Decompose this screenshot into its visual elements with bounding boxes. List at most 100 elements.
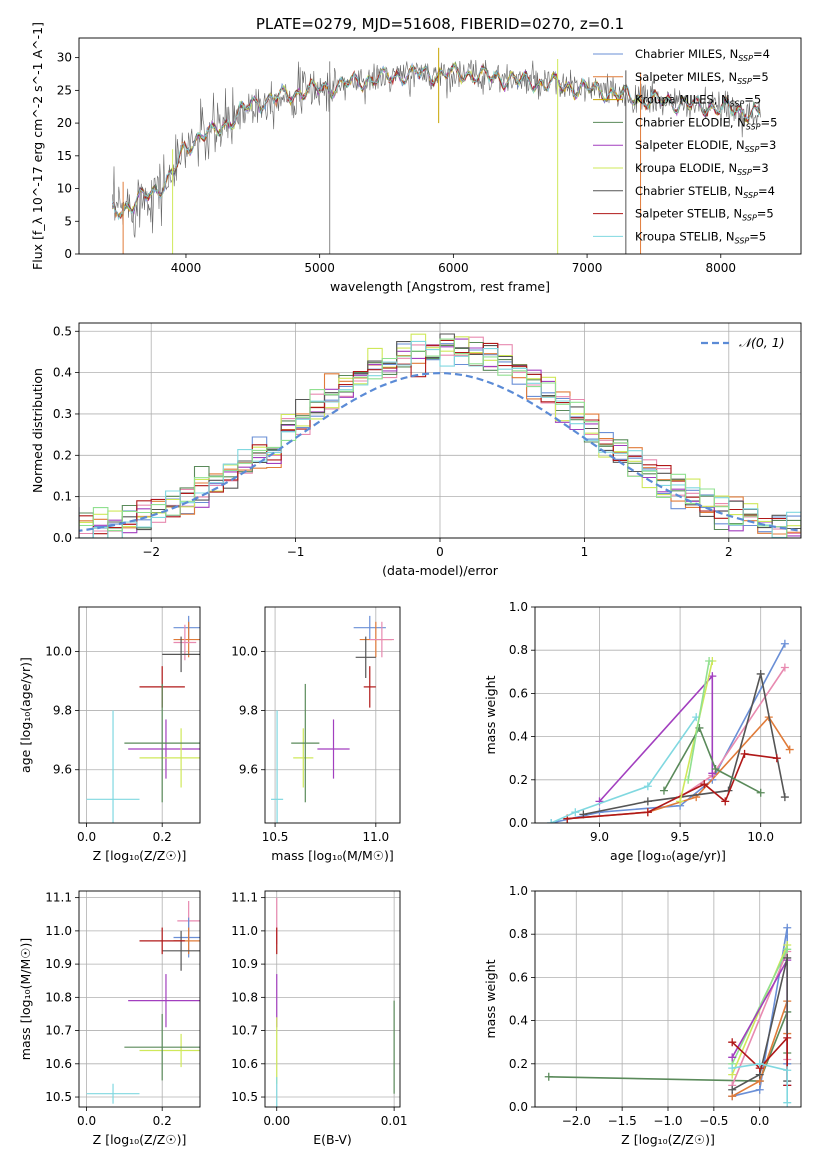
x-tick-label: 9.5: [671, 830, 690, 844]
errorbar-point: [355, 636, 376, 679]
legend-label-sub: SSP: [730, 100, 745, 109]
y-tick-label: 10.7: [45, 1024, 72, 1038]
weight-marker: [780, 639, 789, 648]
model-spectrum-line: [111, 64, 761, 221]
y-tick-label: 11.0: [231, 924, 258, 938]
weight-marker: [772, 754, 781, 763]
legend-label-suffix: =3: [759, 138, 776, 152]
errorbar-point: [271, 710, 284, 823]
y-tick-label: 0.2: [509, 1057, 528, 1071]
y-tick-label: 0.8: [509, 643, 528, 657]
y-tick-label: 20: [57, 116, 72, 130]
weight-marker: [544, 1072, 553, 1081]
y-tick-label: 15: [57, 149, 72, 163]
weight-marker: [780, 663, 789, 672]
panel-mass-weight-vs-Z: −2.0 −1.5 −1.0 −0.5 0.0 0.0 0.2 0.4 0.6 0.8 1.0 Z […: [483, 884, 802, 1147]
legend-label-suffix: =4: [753, 47, 770, 61]
normal-curve: [79, 371, 801, 532]
legend-label-suffix: =5: [752, 70, 769, 84]
errorbars: [276, 897, 395, 1107]
weight-marker: [783, 1098, 792, 1107]
x-tick-label: 0: [436, 545, 444, 559]
legend-label-main: Salpeter ELODIE, N: [635, 138, 745, 152]
y-tick-label: 0.4: [53, 366, 72, 380]
y-tick-label: 0.8: [509, 927, 528, 941]
x-tick-label: 10.0: [747, 830, 774, 844]
y-tick-label: 10.8: [231, 990, 258, 1004]
y-tick-label: 10.6: [231, 1057, 258, 1071]
weight-marker: [708, 769, 717, 778]
y-tick-label: 9.8: [53, 704, 72, 718]
weight-marker: [728, 1064, 737, 1073]
x-axis-label: Z [log₁₀(Z/Z☉)]: [93, 1132, 187, 1147]
plot-frame: [78, 606, 201, 824]
y-tick-label: 0.0: [53, 531, 72, 545]
legend-label-suffix: =4: [758, 184, 775, 198]
x-axis-label: age [log₁₀(age/yr)]: [610, 848, 726, 863]
errorbar-point: [291, 683, 320, 803]
y-tick-label: 10.8: [45, 990, 72, 1004]
weight-marker: [643, 797, 652, 806]
legend-label-sub: SSP: [743, 191, 758, 200]
legend-label-sub: SSP: [746, 122, 761, 131]
x-tick-label: −2.0: [562, 1114, 591, 1128]
x-tick-label: 0.01: [381, 1114, 408, 1128]
x-tick-label: 0.0: [750, 1114, 769, 1128]
panel-mass-vs-Z: 0.0 0.2 10.5 10.6 10.7 10.8 10.9 11.0 11.1 Z [log…: [18, 890, 201, 1147]
legend-label: Kroupa STELIB, NSSP=5: [635, 229, 766, 245]
figure-title: PLATE=0279, MJD=51608, FIBERID=0270, z=0…: [256, 15, 624, 33]
weight-series-line: [731, 948, 788, 1065]
legend-label-sub: SSP: [745, 145, 760, 154]
x-tick-label: 0.0: [77, 830, 96, 844]
weight-marker: [783, 923, 792, 932]
y-tick-label: 11.0: [45, 924, 72, 938]
weight-marker: [783, 1066, 792, 1075]
legend-label-sub: SSP: [738, 54, 753, 63]
y-tick-label: 10.0: [231, 644, 258, 658]
legend-label-main: Kroupa ELODIE, N: [635, 161, 737, 175]
plot-frame: [534, 606, 802, 824]
weight-marker: [721, 797, 730, 806]
legend-label-main: Chabrier MILES, N: [635, 47, 738, 61]
legend-label: Kroupa ELODIE, NSSP=3: [635, 161, 769, 177]
weight-marker: [783, 1033, 792, 1042]
y-tick-label: 1.0: [509, 884, 528, 898]
x-axis-label: mass [log₁₀(M/M☉)]: [271, 848, 393, 863]
plot-frame: [534, 890, 802, 1108]
legend-label: Chabrier ELODIE, NSSP=5: [635, 115, 777, 131]
plot-frame: [264, 606, 401, 824]
y-tick-label: 0.2: [509, 773, 528, 787]
plot-frame: [264, 890, 401, 1108]
histogram-series: [79, 338, 801, 538]
weight-marker: [659, 786, 668, 795]
errorbar-point: [363, 666, 376, 708]
y-tick-label: 0.3: [53, 407, 72, 421]
errorbar-point: [86, 1083, 140, 1104]
weight-marker: [740, 749, 749, 758]
weight-series-line: [567, 753, 777, 820]
spectrum-lines: [111, 47, 761, 254]
weight-marker: [780, 793, 789, 802]
legend-label: Salpeter MILES, NSSP=5: [635, 70, 769, 86]
x-tick-label: −0.5: [699, 1114, 728, 1128]
weight-marker: [728, 1038, 737, 1047]
legend-label-sub: SSP: [735, 236, 750, 245]
x-tick-label: 11.0: [362, 830, 389, 844]
x-tick-label: 2: [725, 545, 733, 559]
weight-marker: [684, 775, 693, 784]
legend-label-sub: SSP: [742, 214, 757, 223]
y-axis-label: mass [log₁₀(M/M☉)]: [18, 938, 33, 1060]
y-tick-label: 11.1: [45, 891, 72, 905]
weight-marker: [643, 808, 652, 817]
x-axis-label: E(B-V): [313, 1132, 352, 1147]
y-tick-label: 10.5: [231, 1090, 258, 1104]
errorbar-point: [128, 719, 200, 779]
weight-lines: [547, 639, 794, 823]
legend-label-suffix: =5: [757, 207, 774, 221]
y-tick-label: 30: [57, 51, 72, 65]
weight-lines: [544, 923, 792, 1107]
weight-series-line: [732, 1062, 788, 1103]
weight-marker: [676, 797, 685, 806]
x-tick-label: 0.2: [153, 1114, 172, 1128]
